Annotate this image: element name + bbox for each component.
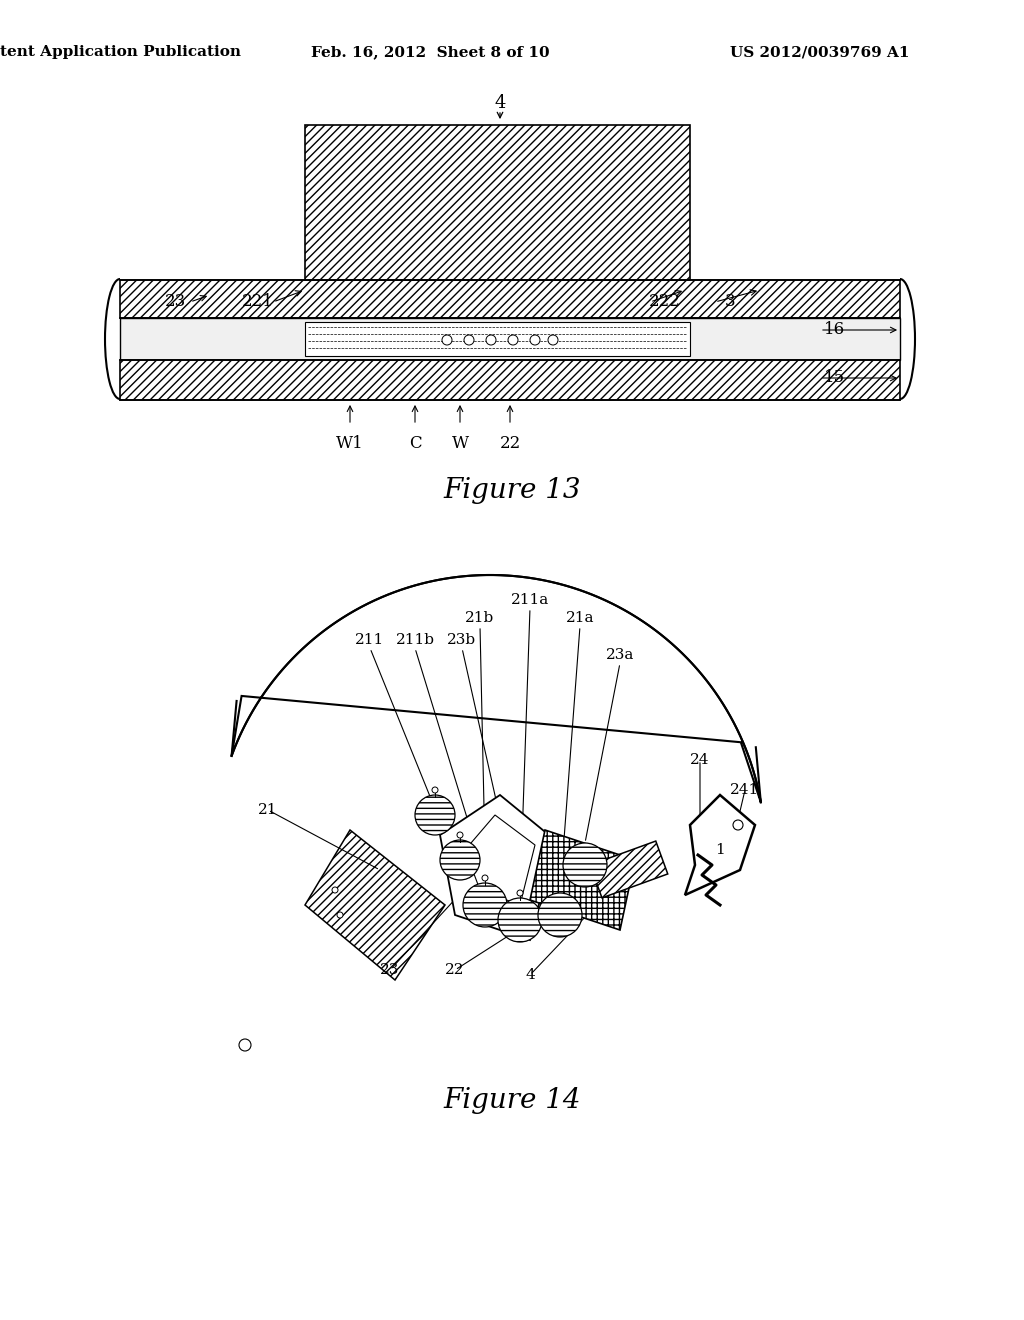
Text: Figure 13: Figure 13 — [443, 477, 581, 503]
Circle shape — [482, 875, 488, 880]
Circle shape — [442, 335, 452, 345]
Text: C: C — [409, 436, 421, 451]
Circle shape — [463, 883, 507, 927]
Circle shape — [548, 335, 558, 345]
Circle shape — [733, 820, 743, 830]
Bar — [120, 360, 900, 400]
Text: 24: 24 — [690, 752, 710, 767]
Circle shape — [530, 335, 540, 345]
Circle shape — [440, 840, 480, 880]
Text: Patent Application Publication: Patent Application Publication — [0, 45, 241, 59]
Circle shape — [332, 887, 338, 894]
Text: 211: 211 — [355, 634, 385, 647]
Text: Feb. 16, 2012  Sheet 8 of 10: Feb. 16, 2012 Sheet 8 of 10 — [310, 45, 549, 59]
Circle shape — [498, 898, 542, 942]
Circle shape — [563, 843, 607, 887]
Text: 15: 15 — [824, 370, 846, 387]
Text: 1: 1 — [715, 843, 725, 857]
Circle shape — [415, 795, 455, 836]
Text: W1: W1 — [336, 436, 364, 451]
Bar — [120, 280, 900, 318]
Polygon shape — [465, 814, 535, 906]
Text: 23b: 23b — [447, 634, 476, 647]
Text: W: W — [452, 436, 469, 451]
Bar — [305, 322, 690, 356]
Text: US 2012/0039769 A1: US 2012/0039769 A1 — [730, 45, 909, 59]
Text: 4: 4 — [525, 968, 535, 982]
Circle shape — [432, 787, 438, 793]
Polygon shape — [685, 795, 755, 895]
Polygon shape — [305, 830, 445, 979]
Circle shape — [457, 832, 463, 838]
Circle shape — [337, 912, 343, 917]
Text: 221: 221 — [242, 293, 274, 310]
Text: 21: 21 — [258, 803, 278, 817]
Bar — [305, 125, 690, 280]
Text: Figure 14: Figure 14 — [443, 1086, 581, 1114]
Circle shape — [538, 894, 582, 937]
Text: 211b: 211b — [395, 634, 434, 647]
Text: 222: 222 — [649, 293, 681, 310]
Polygon shape — [440, 795, 555, 940]
Circle shape — [508, 335, 518, 345]
Text: 23a: 23a — [606, 648, 634, 663]
Circle shape — [486, 335, 496, 345]
Circle shape — [517, 890, 523, 896]
Text: 21a: 21a — [565, 611, 594, 624]
Text: 22: 22 — [445, 964, 465, 977]
Text: 23: 23 — [380, 964, 399, 977]
Bar — [590, 841, 668, 898]
Text: 4: 4 — [495, 94, 506, 112]
Polygon shape — [231, 576, 761, 803]
Text: 241: 241 — [730, 783, 760, 797]
Text: 16: 16 — [824, 322, 846, 338]
Circle shape — [464, 335, 474, 345]
Circle shape — [239, 1039, 251, 1051]
Polygon shape — [530, 830, 635, 931]
Text: 23: 23 — [165, 293, 185, 310]
Text: 21b: 21b — [465, 611, 495, 624]
Text: 22: 22 — [500, 436, 520, 451]
Text: 3: 3 — [725, 293, 735, 310]
Text: 211a: 211a — [511, 593, 549, 607]
Bar — [120, 318, 900, 360]
